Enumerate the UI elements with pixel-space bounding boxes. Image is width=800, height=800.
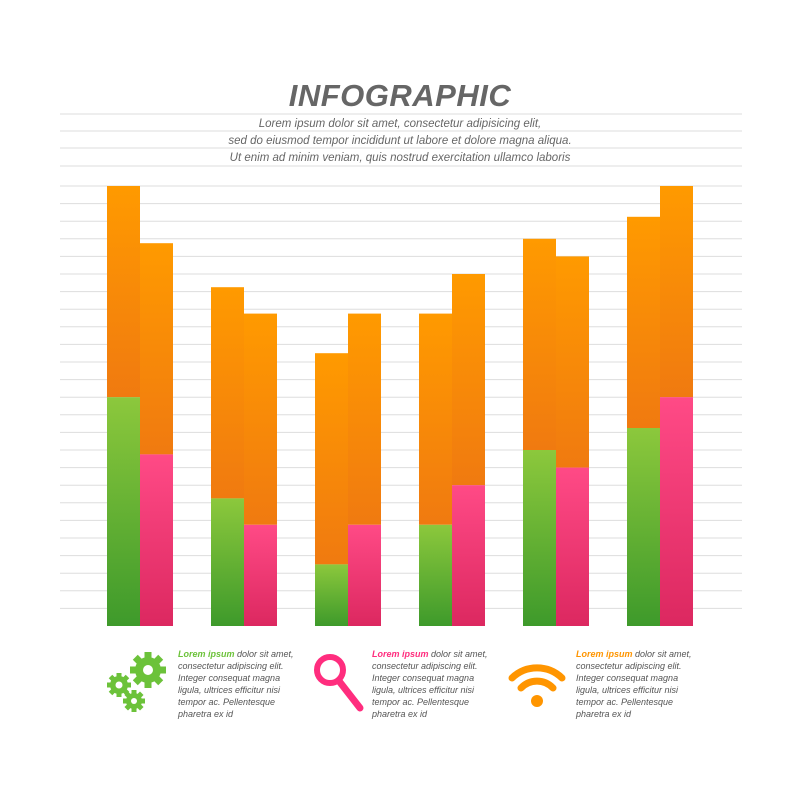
- footer-highlight-1: Lorem ipsum: [178, 649, 235, 659]
- bar-2-left-base-segment: [211, 498, 244, 626]
- footer-highlight-2: Lorem ipsum: [372, 649, 429, 659]
- bar-6-left-base-segment: [627, 428, 660, 626]
- bar-5-right-base-segment: [556, 467, 589, 626]
- footer-text-1: Lorem ipsum dolor sit amet, consectetur …: [178, 649, 294, 719]
- bar-2-left-top-segment: [211, 287, 244, 499]
- subtitle-line-3: Ut enim ad minim veniam, quis nostrud ex…: [229, 152, 571, 164]
- bar-chart: [60, 113, 742, 626]
- subtitle-line-2: sed do eiusmod tempor incididunt ut labo…: [228, 135, 572, 147]
- infographic-title: INFOGRAPHIC: [288, 78, 512, 113]
- bar-2-right-base-segment: [244, 524, 277, 626]
- footer-highlight-3: Lorem ipsum: [576, 649, 633, 659]
- bar-4-left-base-segment: [419, 524, 452, 626]
- wifi-icon: [508, 664, 566, 707]
- bar-3-left-top-segment: [315, 353, 348, 565]
- bar-1-left-base-segment: [107, 397, 140, 626]
- magnifier-icon: [314, 654, 364, 712]
- gears-icon: [107, 652, 166, 712]
- bar-6-left-top-segment: [627, 216, 660, 428]
- bar-2-right-top-segment: [244, 313, 277, 525]
- bar-3-right-top-segment: [348, 313, 381, 525]
- bar-4-right-base-segment: [452, 485, 485, 626]
- bar-1-left-top-segment: [107, 186, 140, 398]
- bar-1-right-base-segment: [140, 454, 173, 626]
- bar-4-right-top-segment: [452, 274, 485, 486]
- footer-text-2: Lorem ipsum dolor sit amet, consectetur …: [372, 649, 488, 719]
- bar-3-right-base-segment: [348, 524, 381, 626]
- footer-text-3: Lorem ipsum dolor sit amet, consectetur …: [576, 649, 692, 719]
- bar-5-left-top-segment: [523, 238, 556, 450]
- chart-bars: [107, 186, 693, 626]
- bar-6-right-top-segment: [660, 186, 693, 398]
- bar-5-right-top-segment: [556, 256, 589, 468]
- subtitle-line-1: Lorem ipsum dolor sit amet, consectetur …: [258, 118, 542, 130]
- bar-3-left-base-segment: [315, 564, 348, 626]
- bar-5-left-base-segment: [523, 450, 556, 626]
- bar-6-right-base-segment: [660, 397, 693, 626]
- bar-1-right-top-segment: [140, 243, 173, 455]
- bar-4-left-top-segment: [419, 313, 452, 525]
